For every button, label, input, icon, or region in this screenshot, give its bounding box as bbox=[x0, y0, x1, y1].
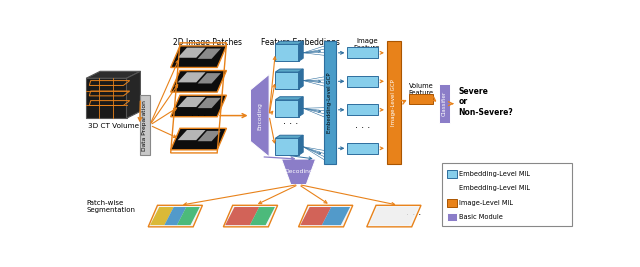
Bar bbox=[387, 41, 401, 164]
Text: Severe
or
Non-Severe?: Severe or Non-Severe? bbox=[458, 87, 513, 116]
Text: Feature Embeddings: Feature Embeddings bbox=[261, 38, 340, 47]
Polygon shape bbox=[171, 128, 227, 150]
Polygon shape bbox=[250, 207, 275, 225]
Polygon shape bbox=[198, 49, 221, 59]
Polygon shape bbox=[275, 44, 298, 61]
Polygon shape bbox=[322, 207, 350, 225]
Polygon shape bbox=[298, 205, 353, 227]
Polygon shape bbox=[275, 97, 303, 100]
Bar bbox=[348, 48, 378, 58]
Text: · · ·: · · · bbox=[355, 123, 371, 132]
Bar bbox=[439, 84, 450, 123]
Polygon shape bbox=[275, 72, 298, 89]
Polygon shape bbox=[150, 207, 173, 225]
Polygon shape bbox=[298, 97, 303, 117]
Text: Data Preparation: Data Preparation bbox=[142, 100, 147, 151]
Text: Image-Level MIL: Image-Level MIL bbox=[459, 200, 513, 206]
Polygon shape bbox=[86, 78, 127, 118]
Polygon shape bbox=[86, 71, 140, 78]
Polygon shape bbox=[178, 97, 205, 107]
Polygon shape bbox=[275, 100, 298, 117]
Polygon shape bbox=[178, 130, 205, 140]
Bar bbox=[447, 213, 457, 221]
Text: Classifier: Classifier bbox=[442, 91, 447, 116]
Bar bbox=[348, 104, 378, 115]
Bar bbox=[447, 170, 457, 178]
Polygon shape bbox=[298, 69, 303, 89]
Text: 3D CT Volume: 3D CT Volume bbox=[88, 123, 139, 129]
Text: 2D Image Patches: 2D Image Patches bbox=[173, 38, 243, 47]
Polygon shape bbox=[177, 207, 200, 225]
Bar bbox=[447, 199, 457, 207]
Polygon shape bbox=[164, 207, 186, 225]
Text: Image-Level GCP: Image-Level GCP bbox=[392, 80, 396, 126]
Polygon shape bbox=[275, 138, 298, 155]
Polygon shape bbox=[171, 70, 227, 92]
Polygon shape bbox=[178, 72, 205, 83]
Polygon shape bbox=[369, 207, 419, 225]
Polygon shape bbox=[127, 71, 140, 118]
Text: Volume
Feature: Volume Feature bbox=[408, 83, 433, 96]
Bar bbox=[348, 143, 378, 154]
Bar bbox=[442, 163, 572, 226]
Bar bbox=[410, 94, 433, 104]
Bar bbox=[324, 41, 336, 164]
Polygon shape bbox=[225, 207, 259, 225]
Polygon shape bbox=[171, 46, 227, 68]
Polygon shape bbox=[178, 48, 205, 58]
Polygon shape bbox=[282, 159, 316, 184]
Text: Embedding-Level MIL: Embedding-Level MIL bbox=[459, 185, 530, 191]
Text: Image
Feature: Image Feature bbox=[353, 38, 380, 51]
Polygon shape bbox=[250, 74, 269, 157]
Text: · · ·: · · · bbox=[406, 210, 421, 220]
Polygon shape bbox=[275, 135, 303, 138]
Text: Patch-wise
Segmentation: Patch-wise Segmentation bbox=[86, 200, 135, 213]
Bar bbox=[140, 95, 150, 155]
Text: Encoding: Encoding bbox=[257, 102, 262, 129]
Text: Embedding-Level GCP: Embedding-Level GCP bbox=[328, 73, 332, 133]
Text: Basic Module: Basic Module bbox=[459, 214, 503, 220]
Text: · · ·: · · · bbox=[283, 119, 298, 129]
Polygon shape bbox=[198, 73, 221, 84]
Polygon shape bbox=[298, 41, 303, 61]
Polygon shape bbox=[148, 205, 202, 227]
Polygon shape bbox=[171, 95, 227, 117]
Polygon shape bbox=[367, 205, 421, 227]
Polygon shape bbox=[300, 207, 332, 225]
Polygon shape bbox=[198, 98, 221, 108]
Polygon shape bbox=[223, 205, 278, 227]
Polygon shape bbox=[275, 41, 303, 44]
Polygon shape bbox=[275, 69, 303, 72]
Polygon shape bbox=[198, 131, 221, 141]
Polygon shape bbox=[298, 135, 303, 155]
Text: Decoding: Decoding bbox=[284, 169, 313, 174]
Bar bbox=[348, 76, 378, 87]
Text: · · ·: · · · bbox=[191, 111, 206, 121]
Text: Embedding-Level MIL: Embedding-Level MIL bbox=[459, 171, 530, 177]
